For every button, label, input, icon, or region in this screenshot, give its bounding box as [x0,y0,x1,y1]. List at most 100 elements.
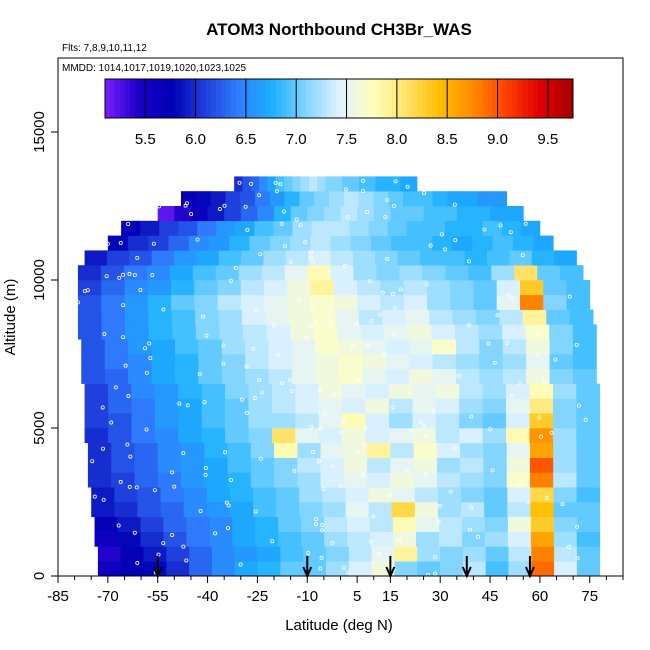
heatmap-cell [198,368,223,384]
sample-point [226,503,231,508]
heatmap-cell [459,398,484,414]
heatmap-cell [388,398,413,414]
sample-point [228,278,233,283]
heatmap-cell [520,220,541,236]
heatmap-cell [390,457,415,473]
heatmap-cell [186,531,210,547]
heatmap-cell [358,309,383,325]
heatmap-cell [397,250,421,266]
sample-point [397,538,402,543]
heatmap-cell [349,220,369,236]
sample-point [309,424,314,429]
sample-point [195,237,200,242]
heatmap-cell [459,413,484,429]
heatmap-cell [403,191,419,207]
heatmap-cell [292,339,316,355]
heatmap-cell [201,413,226,429]
heatmap-cell [297,457,321,473]
sample-point [271,323,276,328]
colorbar-segment [130,79,136,118]
heatmap-cell [217,294,242,310]
heatmap-cell [450,280,474,296]
heatmap-cell [324,516,348,532]
heatmap-cell [572,368,597,384]
heatmap-cell [171,280,195,296]
heatmap-cell [124,294,149,310]
heatmap-cell [124,309,149,325]
heatmap-cell [240,206,258,222]
heatmap-cell [301,516,325,532]
heatmap-cell [391,235,412,251]
sample-point [517,483,522,488]
heatmap-cell [276,487,300,503]
sample-point [316,459,321,464]
heatmap-cell [81,339,106,355]
colorbar-segment [422,79,428,118]
heatmap-cell [249,235,271,251]
heatmap-cell [357,294,381,310]
heatmap-cell [303,546,327,562]
sample-point [221,343,226,348]
colorbar-segment [326,79,332,118]
sample-point [371,514,376,519]
heatmap-cell [455,324,479,340]
heatmap-cell [248,413,273,429]
heatmap-cell [292,354,316,370]
sample-point [575,556,580,561]
heatmap-cell [104,368,129,384]
sample-point [118,241,123,246]
heatmap-cell [576,487,601,503]
heatmap-cell [403,294,428,310]
heatmap-cell [108,398,132,414]
heatmap-cell [414,502,439,518]
sample-point [138,287,143,292]
colorbar-segment [140,79,146,118]
sample-point [320,528,325,533]
heatmap-cell [318,383,343,399]
heatmap-cell [576,428,601,444]
heatmap-cell [347,516,371,532]
heatmap-cell [333,280,358,296]
heatmap-cell [123,265,148,281]
heatmap-cell [140,220,160,236]
sample-point [321,487,326,492]
sample-point [274,189,279,194]
sample-point [109,420,114,425]
heatmap-cell [506,206,524,222]
sample-point [428,243,433,248]
heatmap-layer [77,176,601,577]
heatmap-cell [268,339,293,355]
heatmap-cell [501,220,522,236]
sample-point [225,526,230,531]
heatmap-cell [315,354,340,370]
sample-point [583,417,588,422]
heatmap-cell [549,368,574,384]
sample-point [273,180,278,185]
heatmap-cell [357,280,381,296]
sample-point [309,324,314,329]
heatmap-cell [178,413,203,429]
heatmap-cell [432,368,457,384]
sample-point [466,323,471,328]
heatmap-cell [180,472,205,488]
heatmap-cell [299,487,323,503]
sample-point [258,252,263,257]
colorbar-segment [341,79,348,118]
heatmap-cell [436,442,461,458]
heatmap-cell [320,442,345,458]
heatmap-cell [376,265,400,281]
heatmap-cell [77,309,102,325]
heatmap-cell [388,428,413,444]
altitude-layer [77,309,594,325]
sample-point [350,344,355,349]
sample-point [423,433,428,438]
sample-point [292,468,297,473]
heatmap-cell [554,546,578,562]
sample-point [323,411,328,416]
sample-point [313,522,318,527]
sample-point [466,259,471,264]
heatmap-cell [468,265,492,281]
altitude-layer [77,280,591,296]
sample-point [354,321,359,326]
